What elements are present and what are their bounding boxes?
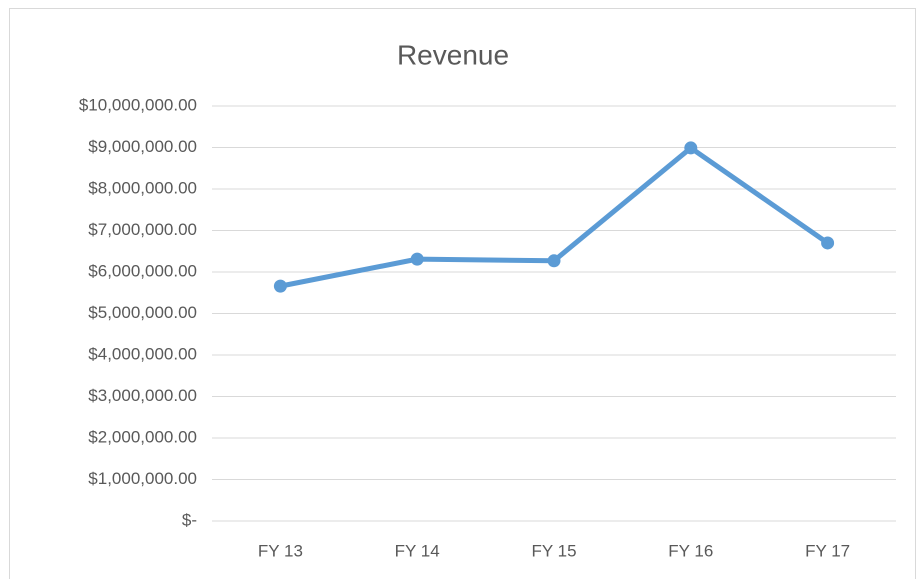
marker xyxy=(684,141,698,155)
y-tick-label: $2,000,000.00 xyxy=(88,427,197,446)
marker xyxy=(547,254,561,268)
y-tick-label: $5,000,000.00 xyxy=(88,303,197,322)
x-tick-label: FY 15 xyxy=(531,541,576,560)
y-tick-label: $4,000,000.00 xyxy=(88,344,197,363)
y-tick-label: $1,000,000.00 xyxy=(88,469,197,488)
x-tick-label: FY 14 xyxy=(395,541,440,560)
chart-border xyxy=(9,8,916,579)
x-tick-label: FY 17 xyxy=(805,541,850,560)
y-tick-label: $- xyxy=(182,510,197,529)
y-tick-label: $7,000,000.00 xyxy=(88,220,197,239)
marker xyxy=(821,236,835,250)
x-tick-label: FY 13 xyxy=(258,541,303,560)
y-tick-label: $6,000,000.00 xyxy=(88,261,197,280)
x-tick-label: FY 16 xyxy=(668,541,713,560)
marker xyxy=(273,279,287,293)
marker xyxy=(410,252,424,266)
y-tick-label: $9,000,000.00 xyxy=(88,137,197,156)
y-tick-label: $10,000,000.00 xyxy=(79,95,197,114)
y-tick-label: $3,000,000.00 xyxy=(88,386,197,405)
y-tick-label: $8,000,000.00 xyxy=(88,178,197,197)
chart-title: Revenue xyxy=(397,39,509,70)
